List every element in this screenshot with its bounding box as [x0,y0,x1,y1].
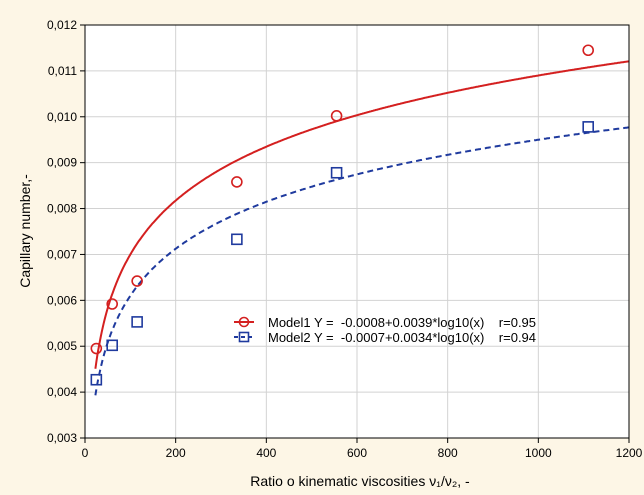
x-tick-label: 400 [256,446,276,460]
data-point-model2 [106,339,118,352]
y-axis-title: Capillary number,- [17,174,33,288]
data-point-model1 [90,342,103,355]
y-tick-label: 0,003 [47,431,77,445]
x-axis-title: Ratio o kinematic viscosities ν₁/ν₂, - [250,473,470,489]
x-tick-label: 600 [347,446,367,460]
fit-line-model2 [94,126,629,396]
data-point-model1 [106,298,118,310]
legend-label-model1: Model1 Y = -0.0008+0.0039*log10(x) r=0.9… [268,315,536,330]
y-tick-label: 0,007 [47,247,77,261]
y-tick-label: 0,006 [47,293,77,307]
fit-line-model1 [94,60,629,369]
data-point-model1 [330,110,343,122]
x-tick-label: 800 [438,446,458,460]
fit-curves [94,60,629,396]
y-tick-label: 0,008 [47,202,77,216]
data-points [90,44,595,386]
y-tick-label: 0,012 [47,18,77,32]
data-point-model2 [330,166,343,179]
data-point-model2 [90,373,103,386]
data-point-model2 [231,233,243,246]
data-point-model1 [231,176,243,188]
y-tick-label: 0,011 [48,64,77,78]
axis-ticks: 0 200 400 600 800 1000 1200 0,003 0,004 0,005 0,00… [47,18,643,460]
y-tick-label: 0,005 [47,339,77,353]
x-tick-label: 200 [166,446,186,460]
x-tick-label: 0 [82,446,89,460]
grid [85,25,629,438]
data-point-model2 [582,121,595,133]
legend-label-model2: Model2 Y = -0.0007+0.0034*log10(x) r=0.9… [268,330,536,345]
legend-marker-model2 [238,331,250,343]
legend-marker-model1 [238,316,250,328]
y-tick-label: 0,009 [47,156,77,170]
y-tick-label: 0,004 [47,385,77,399]
data-point-model1 [131,275,143,287]
y-tick-label: 0,010 [47,110,77,124]
x-tick-label: 1200 [616,446,643,460]
data-point-model1 [582,44,595,57]
legend: Model1 Y = -0.0008+0.0039*log10(x) r=0.9… [234,315,536,345]
data-point-model2 [131,316,143,328]
x-tick-label: 1000 [525,446,552,460]
